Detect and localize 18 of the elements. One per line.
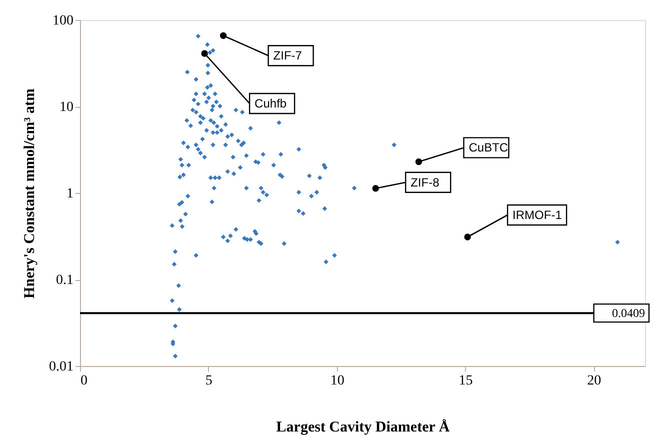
ref-line-label: 0.0409 [612, 306, 645, 320]
y-tick-label: 100 [52, 14, 74, 28]
y-axis-title: Hnery's Constant mmol/cm³ atm [22, 88, 38, 298]
x-axis-title: Largest Cavity Diameter Å [276, 418, 450, 436]
annotation: IRMOF-1 [512, 208, 562, 222]
annotation: CuBTC [468, 140, 508, 155]
y-tick-label: 0.01 [49, 360, 74, 374]
annotation: ZIF-8 [410, 175, 440, 190]
x-tick-label: 5 [205, 374, 212, 388]
y-tick-label: 10 [60, 100, 74, 115]
y-tick-label: 0.1 [56, 273, 74, 288]
y-tick-label: 1 [66, 186, 74, 202]
x-tick-label: 0 [80, 374, 88, 388]
x-tick-label: 10 [330, 374, 344, 388]
annotation: Cuhfb [254, 96, 287, 110]
x-tick-label: 20 [587, 374, 602, 388]
x-tick-label: 15 [458, 374, 473, 388]
annotation: ZIF-7 [273, 48, 302, 63]
